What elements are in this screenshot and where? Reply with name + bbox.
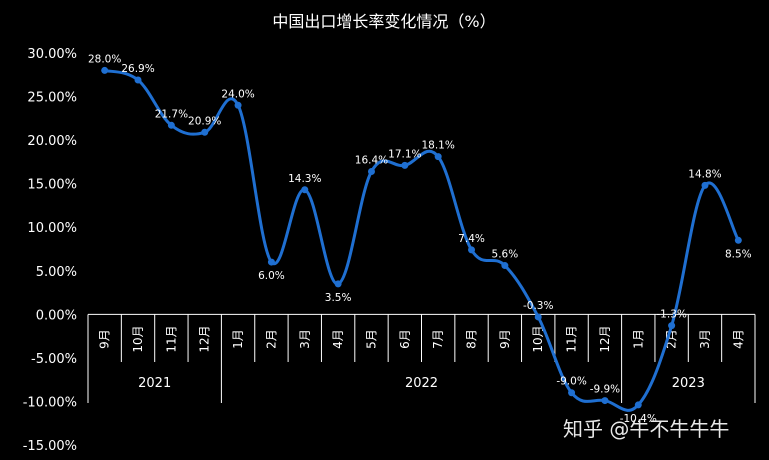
series-line bbox=[104, 68, 740, 412]
data-point bbox=[401, 161, 409, 169]
data-label: 8.5% bbox=[725, 248, 752, 260]
x-tick-label: 10月 bbox=[131, 325, 145, 352]
x-tick-label: 1月 bbox=[631, 329, 645, 349]
data-label: 26.9% bbox=[121, 63, 154, 75]
data-point bbox=[701, 181, 709, 189]
data-point bbox=[267, 258, 275, 266]
data-point bbox=[101, 66, 109, 74]
year-group-label: 2023 bbox=[672, 376, 705, 391]
data-label: 20.9% bbox=[188, 115, 221, 127]
data-point bbox=[234, 101, 242, 109]
data-label: 3.5% bbox=[325, 292, 352, 304]
data-point bbox=[434, 153, 442, 161]
data-point bbox=[167, 121, 175, 129]
data-label: 16.4% bbox=[355, 154, 388, 166]
data-label: 21.7% bbox=[155, 108, 188, 120]
y-tick-label: -5.00% bbox=[31, 352, 77, 367]
data-point bbox=[367, 167, 375, 175]
x-tick-label: 9月 bbox=[498, 329, 512, 349]
y-tick-label: -15.00% bbox=[23, 439, 77, 454]
axes: 30.00% 25.00% 20.00% 15.00% 10.00% 5.00% 0.00%… bbox=[23, 47, 756, 454]
watermark: 知乎 @牛不牛牛牛 bbox=[563, 417, 729, 441]
x-tick-label: 5月 bbox=[364, 329, 378, 349]
data-point bbox=[668, 322, 676, 330]
data-point bbox=[334, 280, 342, 288]
x-tick-label: 4月 bbox=[731, 329, 745, 349]
y-tick-label: 30.00% bbox=[27, 47, 77, 62]
data-label: 17.1% bbox=[388, 148, 421, 160]
x-tick-label: 8月 bbox=[465, 329, 479, 349]
data-label: 5.6% bbox=[492, 249, 519, 261]
data-label: 24.0% bbox=[221, 88, 254, 100]
x-tick-label: 12月 bbox=[598, 325, 612, 352]
x-tick-label: 1月 bbox=[231, 329, 245, 349]
x-tick-label: 3月 bbox=[298, 329, 312, 349]
line-layer bbox=[101, 66, 742, 412]
data-label: 14.3% bbox=[288, 173, 321, 185]
data-point bbox=[534, 313, 542, 321]
data-point bbox=[134, 76, 142, 84]
data-label: 28.0% bbox=[88, 53, 121, 65]
x-tick-label: 9月 bbox=[98, 329, 112, 349]
x-tick-label: 2月 bbox=[264, 329, 278, 349]
y-tick-label: -10.00% bbox=[23, 395, 77, 410]
x-tick-label: 3月 bbox=[698, 329, 712, 349]
x-tick-label: 12月 bbox=[198, 325, 212, 352]
x-tick-label: 4月 bbox=[331, 329, 345, 349]
data-point bbox=[301, 186, 309, 194]
x-tick-label: 7月 bbox=[431, 329, 445, 349]
data-point bbox=[568, 389, 576, 397]
x-tick-label: 11月 bbox=[164, 325, 178, 352]
y-tick-label: 25.00% bbox=[27, 91, 77, 106]
data-label: 6.0% bbox=[258, 270, 285, 282]
data-label: -9.9% bbox=[590, 384, 620, 396]
y-tick-label: 5.00% bbox=[36, 265, 77, 280]
y-tick-label: 10.00% bbox=[27, 221, 77, 236]
year-group-label: 2021 bbox=[138, 376, 171, 391]
x-tick-label: 6月 bbox=[398, 329, 412, 349]
y-tick-label: 0.00% bbox=[36, 308, 77, 323]
chart-title: 中国出口增长率变化情况（%） bbox=[272, 12, 495, 31]
data-label: -0.3% bbox=[523, 300, 553, 312]
data-label: -10.4% bbox=[620, 413, 657, 425]
data-point bbox=[734, 236, 742, 244]
year-group-label: 2022 bbox=[405, 376, 438, 391]
data-label: -9.0% bbox=[556, 376, 586, 388]
data-point bbox=[634, 401, 642, 409]
data-point bbox=[501, 262, 509, 270]
y-tick-label: 20.00% bbox=[27, 134, 77, 149]
y-tick-label: 15.00% bbox=[27, 178, 77, 193]
x-tick-label: 11月 bbox=[565, 325, 579, 352]
data-point bbox=[601, 397, 609, 405]
data-label: 7.4% bbox=[458, 233, 485, 245]
data-point bbox=[201, 128, 209, 136]
data-label: -1.3% bbox=[656, 309, 686, 321]
x-tick-label: 10月 bbox=[531, 325, 545, 352]
label-layer: 28.0%26.9% 21.7%20.9% 24.0% 6.0% 14.3% 3.5% 16… bbox=[88, 53, 752, 425]
data-label: 14.8% bbox=[688, 168, 721, 180]
data-point bbox=[468, 246, 476, 254]
data-label: 18.1% bbox=[421, 140, 454, 152]
